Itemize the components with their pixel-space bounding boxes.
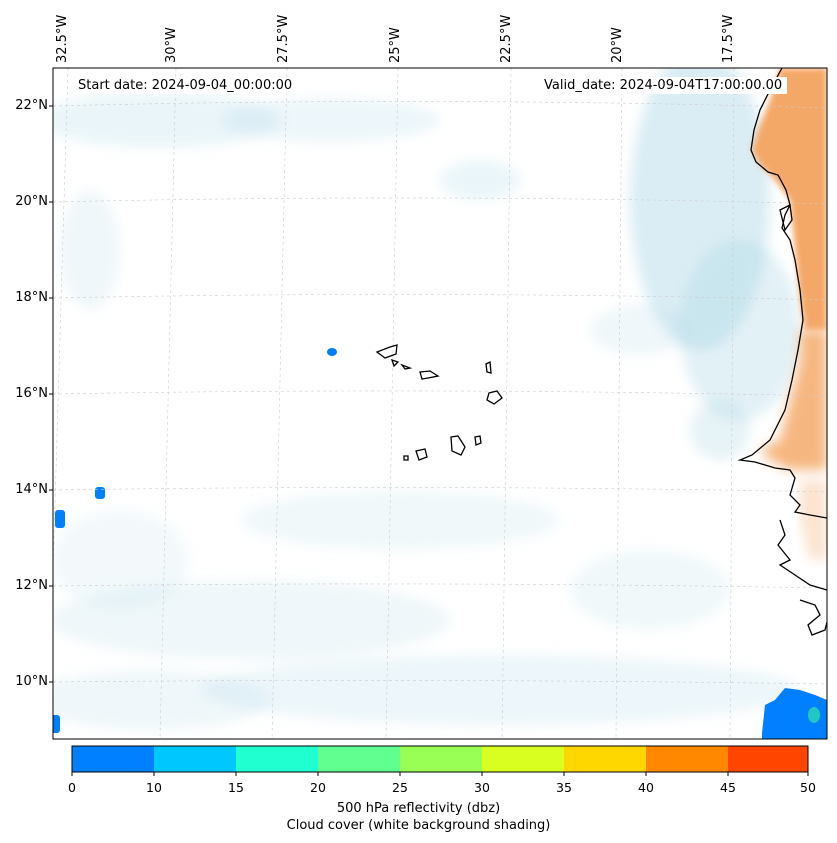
land-warm-shading (752, 68, 827, 560)
lat-label-20n: 20°N (15, 194, 48, 209)
lon-label-20w: 20°W (610, 27, 625, 63)
lon-label-32-5w: 32.5°W (55, 14, 70, 63)
colorbar-bin-30-35 (482, 746, 564, 772)
colorbar-label-reflectivity: 500 hPa reflectivity (dbz) (336, 801, 501, 816)
lat-label-18n: 18°N (15, 290, 48, 305)
colorbar-bin-25-30 (400, 746, 482, 772)
lon-label-30w: 30°W (164, 27, 179, 63)
colorbar-bin-40-45 (646, 746, 728, 772)
cloud-cover-shading (53, 68, 800, 730)
lat-label-14n: 14°N (15, 482, 48, 497)
map-border (52, 67, 828, 740)
map-plot-area (53, 68, 827, 739)
colorbar (71, 745, 809, 776)
colorbar-bin-15-20 (236, 746, 318, 772)
lon-label-27-5w: 27.5°W (276, 14, 291, 63)
colorbar-tick-50: 50 (800, 780, 816, 795)
lon-label-25w: 25°W (388, 27, 403, 63)
coastlines (375, 68, 827, 636)
colorbar-tick-25: 25 (392, 780, 408, 795)
colorbar-bin-20-25 (318, 746, 400, 772)
colorbar-tick-15: 15 (228, 780, 244, 795)
colorbar-tick-40: 40 (638, 780, 654, 795)
colorbar-bin-0-10 (72, 746, 154, 772)
colorbar-bin-45-50 (728, 746, 808, 772)
colorbar-tick-35: 35 (556, 780, 572, 795)
graticule (53, 68, 827, 739)
lat-label-10n: 10°N (15, 674, 48, 689)
valid-date-label: Valid_date: 2024-09-04T17:00:00.00 (539, 77, 788, 94)
lon-label-17-5w: 17.5°W (721, 14, 736, 63)
colorbar-bin-10-15 (154, 746, 236, 772)
colorbar-tick-45: 45 (720, 780, 736, 795)
lat-ticks (49, 105, 53, 683)
reflectivity-cells (53, 348, 827, 739)
lon-label-22-5w: 22.5°W (499, 14, 514, 63)
colorbar-tick-30: 30 (474, 780, 490, 795)
colorbar-tick-10: 10 (146, 780, 162, 795)
colorbar-label-cloud-cover: Cloud cover (white background shading) (286, 818, 551, 833)
start-date-label: Start date: 2024-09-04_00:00:00 (73, 77, 298, 94)
colorbar-tick-20: 20 (310, 780, 326, 795)
lat-label-12n: 12°N (15, 578, 48, 593)
lat-label-16n: 16°N (15, 386, 48, 401)
colorbar-bin-35-40 (564, 746, 646, 772)
lat-label-22n: 22°N (15, 98, 48, 113)
colorbar-tick-0: 0 (68, 780, 76, 795)
